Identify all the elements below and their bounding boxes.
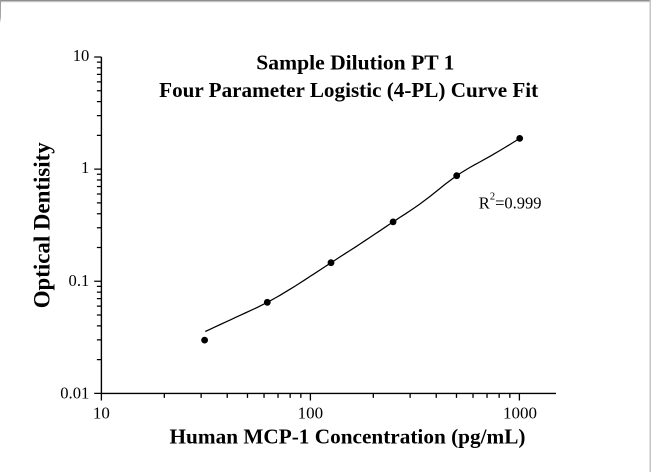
svg-text:100: 100 <box>298 403 324 422</box>
svg-text:Optical Dentisity: Optical Dentisity <box>29 142 54 309</box>
svg-text:0.01: 0.01 <box>60 384 89 403</box>
svg-text:Sample Dilution PT 1: Sample Dilution PT 1 <box>256 50 454 74</box>
svg-text:R2=0.999: R2=0.999 <box>479 192 542 213</box>
svg-text:0.1: 0.1 <box>69 271 90 290</box>
svg-text:1000: 1000 <box>503 403 537 422</box>
svg-text:10: 10 <box>93 403 110 422</box>
svg-text:Human MCP-1 Concentration (pg/: Human MCP-1 Concentration (pg/mL) <box>170 424 526 448</box>
svg-text:Four Parameter Logistic (4-PL): Four Parameter Logistic (4-PL) Curve Fit <box>159 78 538 102</box>
svg-text:1: 1 <box>81 158 89 177</box>
svg-text:10: 10 <box>73 46 90 65</box>
